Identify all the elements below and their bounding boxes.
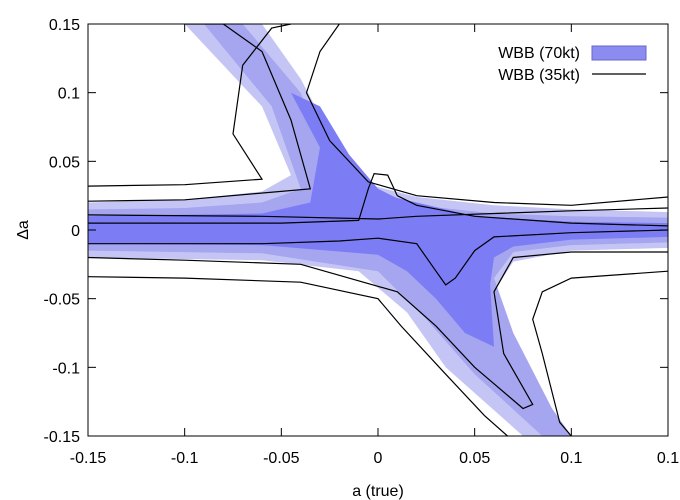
y-tick-label: 0.1 xyxy=(58,86,80,103)
legend: WBB (70kt) WBB (35kt) xyxy=(498,45,647,84)
contour-line-35kt-3 xyxy=(88,276,508,436)
contour-region-70kt-core-0 xyxy=(88,195,668,269)
filled-contours-70kt xyxy=(88,24,668,436)
y-axis-ticks: -0.15 -0.1 -0.05 0 0.05 0.1 0.15 xyxy=(44,17,668,446)
x-tick-label: -0.05 xyxy=(263,450,300,467)
legend-label-70kt: WBB (70kt) xyxy=(498,45,580,62)
y-tick-label: -0.05 xyxy=(44,292,81,309)
y-tick-label: -0.1 xyxy=(52,360,80,377)
x-axis-label: a (true) xyxy=(352,483,404,500)
y-tick-label: 0 xyxy=(71,223,80,240)
y-tick-label: 0.05 xyxy=(49,154,80,171)
x-tick-label: 0.05 xyxy=(459,450,490,467)
x-tick-label: -0.15 xyxy=(70,450,107,467)
x-tick-label: 0.1 xyxy=(560,450,582,467)
line-contours-35kt xyxy=(88,24,668,436)
contour-line-35kt-6 xyxy=(88,251,668,410)
y-tick-label: -0.15 xyxy=(44,429,81,446)
y-tick-label: 0.15 xyxy=(49,17,80,34)
x-tick-label: -0.1 xyxy=(171,450,199,467)
contour-line-35kt-1 xyxy=(305,24,668,206)
x-tick-label: 0.1 xyxy=(657,450,679,467)
legend-label-35kt: WBB (35kt) xyxy=(498,67,580,84)
y-axis-label: Δa xyxy=(15,220,32,240)
legend-swatch-70kt xyxy=(591,45,647,61)
contour-line-35kt-0 xyxy=(88,24,292,187)
contour-line-35kt-7 xyxy=(88,229,668,286)
contour-line-35kt-5 xyxy=(88,207,668,220)
x-tick-label: 0 xyxy=(374,450,383,467)
contour-line-35kt-8 xyxy=(88,173,668,227)
x-axis-ticks: -0.15 -0.1 -0.05 0 0.05 0.1 0.1 xyxy=(70,24,679,467)
contour-line-35kt-2 xyxy=(532,270,668,436)
contour-line-35kt-4 xyxy=(88,24,312,202)
